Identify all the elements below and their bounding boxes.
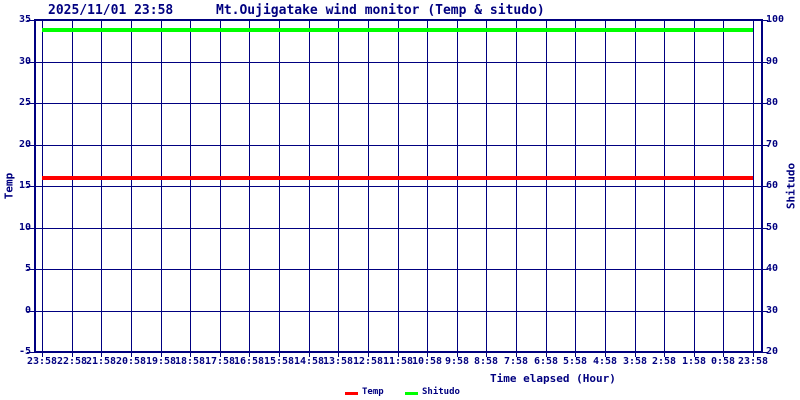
x-gridline: [42, 20, 43, 357]
left-axis-title: Temp: [2, 172, 16, 200]
y-left-tick-label: 25: [18, 97, 31, 108]
x-gridline: [457, 20, 458, 357]
legend-swatch-temp: [345, 392, 358, 395]
x-gridline: [161, 20, 162, 357]
x-tick-label: 1:58: [681, 356, 707, 367]
y-right-tick-label: 60: [766, 180, 779, 191]
x-tick-label: 6:58: [533, 356, 559, 367]
x-gridline: [72, 20, 73, 357]
y-gridline: [27, 269, 768, 270]
x-tick-label: 19:58: [145, 356, 177, 367]
plot-border: [34, 19, 763, 353]
x-tick-label: 14:58: [293, 356, 325, 367]
y-right-tick-label: 20: [766, 346, 779, 357]
x-tick-label: 23:58: [737, 356, 769, 367]
chart-title: Mt.Oujigatake wind monitor (Temp & situd…: [216, 3, 545, 18]
x-gridline: [101, 20, 102, 357]
legend-swatch-shitudo: [405, 392, 418, 395]
x-tick-label: 0:58: [710, 356, 736, 367]
x-axis-title: Time elapsed (Hour): [490, 372, 616, 385]
x-gridline: [398, 20, 399, 357]
chart-timestamp: 2025/11/01 23:58: [48, 3, 174, 18]
y-gridline: [27, 62, 768, 63]
x-tick-label: 20:58: [115, 356, 147, 367]
x-tick-label: 16:58: [233, 356, 265, 367]
x-gridline: [635, 20, 636, 357]
x-tick-label: 5:58: [562, 356, 588, 367]
y-right-tick-label: 70: [766, 139, 779, 150]
x-tick-label: 8:58: [473, 356, 499, 367]
x-gridline: [427, 20, 428, 357]
legend-label-temp: Temp: [362, 387, 384, 397]
x-tick-label: 23:58: [26, 356, 58, 367]
x-gridline: [694, 20, 695, 357]
y-right-tick-label: 50: [766, 222, 779, 233]
y-left-tick-label: 5: [24, 263, 31, 274]
x-gridline: [753, 20, 754, 357]
y-gridline: [27, 311, 768, 312]
y-left-tick-label: 15: [18, 180, 31, 191]
x-tick-label: 21:58: [85, 356, 117, 367]
x-gridline: [190, 20, 191, 357]
x-gridline: [220, 20, 221, 357]
x-tick-label: 12:58: [352, 356, 384, 367]
y-gridline: [27, 186, 768, 187]
x-tick-label: 11:58: [382, 356, 414, 367]
x-tick-label: 22:58: [56, 356, 88, 367]
y-right-tick-label: 90: [766, 56, 779, 67]
x-gridline: [723, 20, 724, 357]
y-right-tick-label: 40: [766, 263, 779, 274]
legend-label-shitudo: Shitudo: [422, 387, 460, 397]
y-left-tick-label: -5: [18, 346, 31, 357]
y-left-tick-label: 20: [18, 139, 31, 150]
y-left-tick-label: 10: [18, 222, 31, 233]
x-gridline: [131, 20, 132, 357]
x-tick-label: 17:58: [204, 356, 236, 367]
x-tick-label: 2:58: [651, 356, 677, 367]
y-gridline: [27, 145, 768, 146]
right-axis-title: Shitudo: [784, 162, 798, 210]
y-right-tick-label: 80: [766, 97, 779, 108]
y-right-tick-label: 100: [766, 14, 785, 25]
x-tick-label: 18:58: [174, 356, 206, 367]
shitudo-line: [42, 28, 753, 32]
x-tick-label: 3:58: [622, 356, 648, 367]
y-gridline: [27, 103, 768, 104]
x-gridline: [368, 20, 369, 357]
x-tick-label: 10:58: [411, 356, 443, 367]
y-gridline: [27, 228, 768, 229]
x-tick-label: 7:58: [503, 356, 529, 367]
x-gridline: [575, 20, 576, 357]
x-gridline: [279, 20, 280, 357]
x-gridline: [309, 20, 310, 357]
temp-line: [42, 176, 753, 180]
x-tick-label: 9:58: [444, 356, 470, 367]
x-gridline: [664, 20, 665, 357]
y-left-tick-label: 0: [24, 305, 31, 316]
x-gridline: [338, 20, 339, 357]
x-tick-label: 4:58: [592, 356, 618, 367]
x-gridline: [546, 20, 547, 357]
y-left-tick-label: 30: [18, 56, 31, 67]
x-gridline: [605, 20, 606, 357]
x-gridline: [516, 20, 517, 357]
y-right-tick-label: 30: [766, 305, 779, 316]
x-gridline: [249, 20, 250, 357]
x-tick-label: 13:58: [322, 356, 354, 367]
y-left-tick-label: 35: [18, 14, 31, 25]
x-tick-label: 15:58: [263, 356, 295, 367]
x-gridline: [486, 20, 487, 357]
